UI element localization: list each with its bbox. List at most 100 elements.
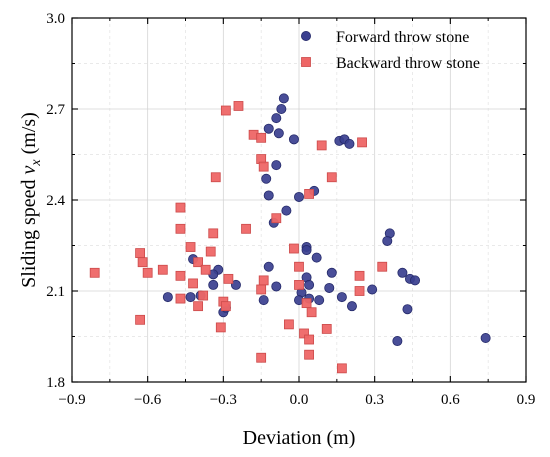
legend-marker-backward bbox=[301, 57, 311, 67]
backward-point bbox=[142, 267, 153, 278]
backward-point bbox=[336, 363, 347, 374]
forward-point bbox=[276, 104, 287, 115]
forward-point bbox=[324, 282, 335, 293]
backward-point bbox=[321, 324, 332, 334]
backward-point bbox=[256, 132, 267, 143]
forward-point bbox=[392, 336, 403, 347]
backward-point bbox=[299, 328, 309, 339]
backward-point bbox=[304, 349, 314, 360]
y-axis-ticks: 1.8 2.1 2.4 2.7 3.0 bbox=[46, 11, 526, 391]
backward-point bbox=[185, 242, 196, 252]
legend: Forward throw stone Backward throw stone bbox=[300, 29, 480, 72]
x-tick-label: 0.9 bbox=[517, 392, 536, 408]
backward-point bbox=[377, 261, 388, 272]
forward-point bbox=[367, 284, 378, 295]
forward-point bbox=[344, 138, 355, 149]
backward-point bbox=[258, 275, 269, 286]
x-tick-label: −0.9 bbox=[58, 392, 85, 408]
forward-point bbox=[281, 205, 292, 216]
forward-point bbox=[382, 235, 393, 246]
x-tick-label: 0.3 bbox=[365, 392, 384, 408]
backward-point bbox=[258, 161, 269, 172]
data-points bbox=[89, 93, 491, 374]
backward-point bbox=[135, 248, 146, 258]
backward-point bbox=[294, 280, 304, 290]
legend-marker-forward bbox=[300, 30, 311, 41]
backward-point bbox=[284, 319, 294, 330]
y-axis-label-sub: x bbox=[29, 159, 44, 167]
backward-point bbox=[200, 264, 211, 275]
backward-point bbox=[135, 314, 146, 325]
y-tick-label: 1.8 bbox=[46, 375, 65, 391]
backward-point bbox=[220, 105, 231, 116]
backward-point bbox=[316, 140, 327, 151]
forward-point bbox=[258, 295, 269, 306]
forward-point bbox=[208, 279, 219, 290]
forward-point bbox=[402, 304, 413, 315]
backward-point bbox=[271, 213, 282, 224]
backward-point bbox=[294, 261, 304, 272]
backward-point bbox=[304, 189, 314, 199]
forward-point bbox=[288, 134, 299, 145]
y-tick-label: 2.4 bbox=[46, 193, 65, 209]
forward-point bbox=[185, 292, 196, 303]
backward-point bbox=[354, 270, 365, 281]
backward-point bbox=[220, 301, 231, 312]
forward-point bbox=[397, 267, 408, 278]
y-tick-label: 3.0 bbox=[46, 11, 65, 27]
backward-point bbox=[256, 352, 267, 363]
legend-label-backward: Backward throw stone bbox=[336, 55, 480, 72]
forward-point bbox=[480, 333, 491, 344]
backward-point bbox=[157, 264, 168, 275]
backward-point bbox=[210, 172, 221, 183]
backward-point bbox=[193, 301, 204, 312]
x-tick-label: −0.6 bbox=[134, 392, 162, 408]
forward-point bbox=[261, 173, 272, 184]
x-axis-label: Deviation (m) bbox=[243, 427, 356, 449]
forward-point bbox=[314, 295, 325, 306]
backward-point bbox=[256, 284, 267, 295]
y-axis-label-var: v bbox=[18, 165, 40, 174]
backward-point bbox=[223, 273, 234, 284]
backward-point bbox=[289, 243, 299, 254]
backward-point bbox=[175, 202, 186, 213]
forward-point bbox=[273, 128, 284, 139]
forward-point bbox=[271, 281, 282, 292]
y-axis-label-prefix: Sliding speed bbox=[18, 174, 40, 287]
backward-point bbox=[326, 172, 337, 183]
forward-point bbox=[336, 292, 347, 303]
forward-point bbox=[311, 252, 322, 263]
backward-point bbox=[357, 137, 367, 148]
forward-point bbox=[304, 279, 315, 290]
x-tick-label: 0.6 bbox=[441, 392, 460, 408]
forward-point bbox=[263, 190, 274, 201]
forward-point bbox=[263, 261, 274, 272]
backward-point bbox=[188, 278, 198, 289]
backward-point bbox=[89, 267, 100, 278]
legend-label-forward: Forward throw stone bbox=[336, 29, 469, 46]
plot-frame bbox=[71, 17, 527, 383]
forward-point bbox=[263, 123, 274, 134]
backward-point bbox=[354, 286, 365, 296]
y-tick-label: 2.1 bbox=[46, 284, 65, 300]
y-axis-label: Sliding speed vx (m/s) bbox=[18, 112, 44, 288]
backward-point bbox=[137, 257, 148, 268]
forward-point bbox=[271, 160, 282, 171]
backward-point bbox=[205, 246, 216, 257]
forward-point bbox=[162, 292, 173, 303]
x-tick-label: −0.3 bbox=[210, 392, 237, 408]
backward-point bbox=[198, 290, 209, 301]
y-tick-label: 2.7 bbox=[46, 102, 65, 118]
backward-point bbox=[215, 322, 226, 333]
backward-point bbox=[233, 101, 244, 111]
x-axis-ticks: −0.9 −0.6 −0.3 0.0 0.3 0.6 0.9 bbox=[58, 18, 535, 408]
forward-point bbox=[301, 245, 312, 256]
forward-point bbox=[278, 93, 289, 104]
backward-point bbox=[175, 293, 186, 304]
backward-point bbox=[175, 223, 186, 234]
backward-point bbox=[306, 307, 317, 318]
x-tick-label: 0.0 bbox=[290, 392, 309, 408]
backward-point bbox=[301, 298, 312, 309]
forward-point bbox=[230, 279, 241, 290]
